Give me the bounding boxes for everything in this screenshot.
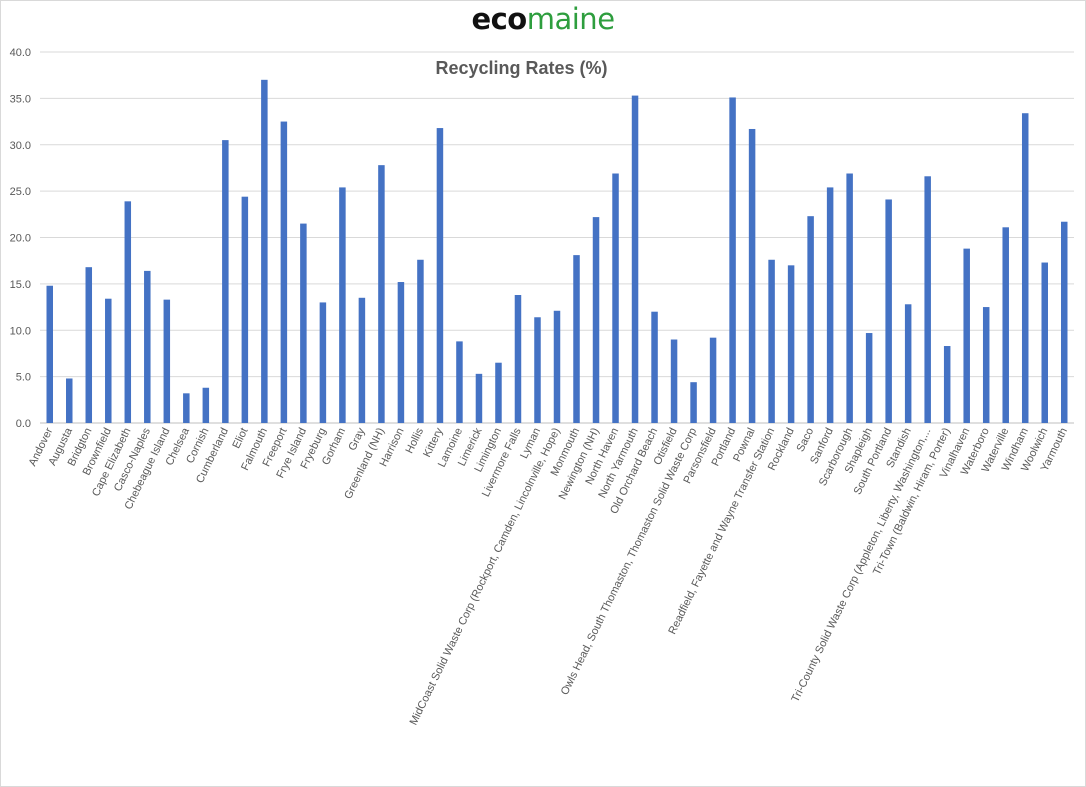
bar <box>261 79 268 423</box>
bar <box>592 217 600 423</box>
bar <box>709 337 717 423</box>
y-tick-label: 40.0 <box>10 47 31 59</box>
bar <box>573 255 580 423</box>
bar <box>787 265 795 423</box>
bar <box>358 297 366 423</box>
y-axis-ticks: 0.0 5.0 10.0 15.0 20.0 25.0 30.0 35.0 40.0 <box>10 47 31 430</box>
bar <box>495 362 502 423</box>
bar <box>514 295 522 423</box>
bar <box>378 165 385 423</box>
x-tick-label: Eliot <box>230 426 250 451</box>
y-tick-label: 0.0 <box>16 418 31 430</box>
y-tick-label: 15.0 <box>10 279 31 291</box>
y-tick-label: 5.0 <box>16 372 31 384</box>
bar <box>768 259 775 423</box>
bar <box>436 128 444 423</box>
bar <box>924 176 931 423</box>
bar <box>846 173 853 423</box>
bar <box>690 382 697 423</box>
bar <box>417 259 424 423</box>
bar <box>534 317 541 423</box>
y-tick-label: 35.0 <box>10 93 31 105</box>
bar <box>202 387 210 423</box>
y-tick-label: 10.0 <box>10 325 31 337</box>
logo-maine: maine <box>526 2 615 36</box>
x-tick-label: MidCoast Solid Waste Corp (Rockport, Cam… <box>408 426 563 727</box>
logo-eco: eco <box>471 2 527 36</box>
bar <box>280 121 288 423</box>
bar <box>826 187 834 423</box>
bar <box>339 187 346 423</box>
bar <box>1041 262 1048 423</box>
bar <box>553 310 561 423</box>
bar <box>241 196 249 423</box>
bar <box>1002 227 1009 423</box>
bar <box>963 248 970 423</box>
bar <box>1061 221 1068 423</box>
bar <box>943 346 951 423</box>
bar <box>475 373 483 423</box>
bar <box>85 267 93 423</box>
bar <box>319 302 327 423</box>
bars <box>46 79 1068 424</box>
bar <box>46 285 53 423</box>
ecomaine-logo: ecomaine <box>0 2 1086 36</box>
bar <box>885 199 892 423</box>
bar <box>300 223 307 423</box>
bar <box>456 341 463 423</box>
bar <box>124 201 132 423</box>
y-tick-label: 20.0 <box>10 233 31 245</box>
bar <box>183 393 190 423</box>
bar <box>631 95 639 423</box>
bar <box>729 97 736 423</box>
bar <box>66 378 73 423</box>
bar <box>651 311 658 423</box>
bar <box>982 307 990 423</box>
bar <box>670 339 678 423</box>
y-tick-label: 25.0 <box>10 186 31 198</box>
bar <box>144 270 151 423</box>
bar <box>163 299 171 423</box>
x-tick-label: Tri-County Solid Waste Corp (Appleton, L… <box>789 426 933 704</box>
bar <box>904 304 912 423</box>
bar <box>222 140 229 424</box>
y-tick-label: 30.0 <box>10 140 31 152</box>
bar <box>1021 113 1029 423</box>
chart-title: Recycling Rates (%) <box>435 58 608 78</box>
bar <box>865 333 873 423</box>
bar <box>612 173 619 423</box>
bar <box>105 298 112 423</box>
bar <box>807 216 814 423</box>
bar <box>397 282 405 423</box>
bar <box>748 128 756 424</box>
